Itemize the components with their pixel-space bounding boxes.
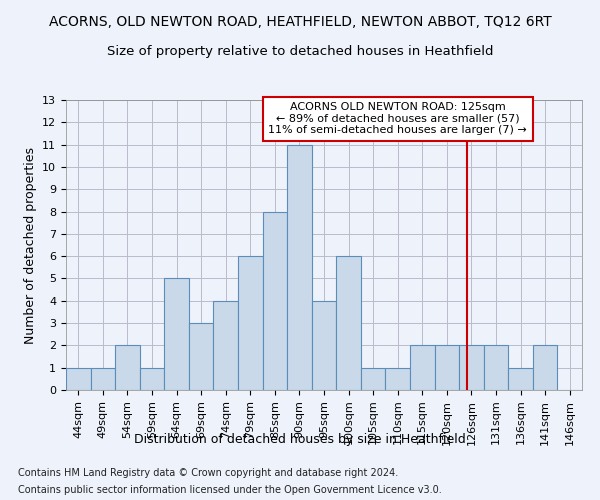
- Bar: [115, 346, 140, 390]
- Bar: [508, 368, 533, 390]
- Bar: [189, 323, 214, 390]
- Bar: [263, 212, 287, 390]
- Text: Contains public sector information licensed under the Open Government Licence v3: Contains public sector information licen…: [18, 485, 442, 495]
- Bar: [533, 346, 557, 390]
- Text: Distribution of detached houses by size in Heathfield: Distribution of detached houses by size …: [134, 432, 466, 446]
- Bar: [484, 346, 508, 390]
- Bar: [336, 256, 361, 390]
- Text: ACORNS, OLD NEWTON ROAD, HEATHFIELD, NEWTON ABBOT, TQ12 6RT: ACORNS, OLD NEWTON ROAD, HEATHFIELD, NEW…: [49, 15, 551, 29]
- Bar: [238, 256, 263, 390]
- Bar: [459, 346, 484, 390]
- Bar: [164, 278, 189, 390]
- Y-axis label: Number of detached properties: Number of detached properties: [23, 146, 37, 344]
- Bar: [385, 368, 410, 390]
- Bar: [410, 346, 434, 390]
- Text: ACORNS OLD NEWTON ROAD: 125sqm
← 89% of detached houses are smaller (57)
11% of : ACORNS OLD NEWTON ROAD: 125sqm ← 89% of …: [268, 102, 527, 136]
- Bar: [66, 368, 91, 390]
- Bar: [287, 144, 312, 390]
- Bar: [361, 368, 385, 390]
- Text: Size of property relative to detached houses in Heathfield: Size of property relative to detached ho…: [107, 45, 493, 58]
- Text: Contains HM Land Registry data © Crown copyright and database right 2024.: Contains HM Land Registry data © Crown c…: [18, 468, 398, 477]
- Bar: [91, 368, 115, 390]
- Bar: [140, 368, 164, 390]
- Bar: [434, 346, 459, 390]
- Bar: [214, 301, 238, 390]
- Bar: [312, 301, 336, 390]
